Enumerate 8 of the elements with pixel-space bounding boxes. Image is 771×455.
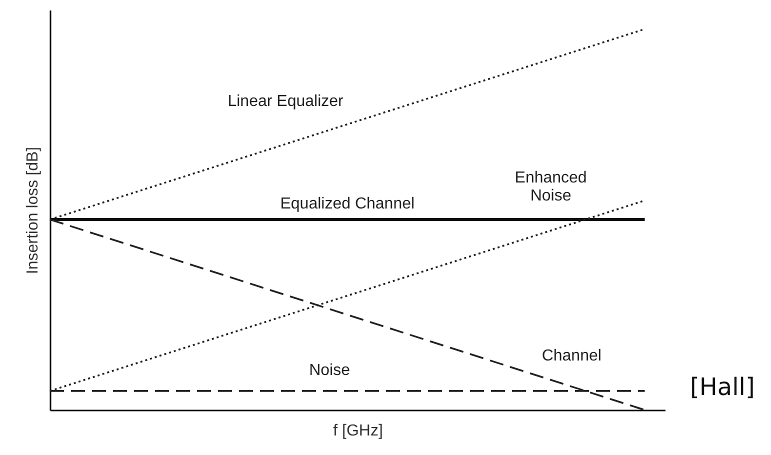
y-axis-title: Insertion loss [dB] [24, 146, 42, 274]
series-label: Enhanced Noise [514, 170, 587, 205]
series-label: Equalized Channel [280, 196, 415, 213]
series-label: Linear Equalizer [228, 93, 344, 110]
series-label: Channel [542, 348, 602, 365]
series-label: Noise [309, 362, 350, 379]
x-axis-title: f [GHz] [333, 422, 383, 440]
annotation: [Hall] [690, 373, 755, 401]
